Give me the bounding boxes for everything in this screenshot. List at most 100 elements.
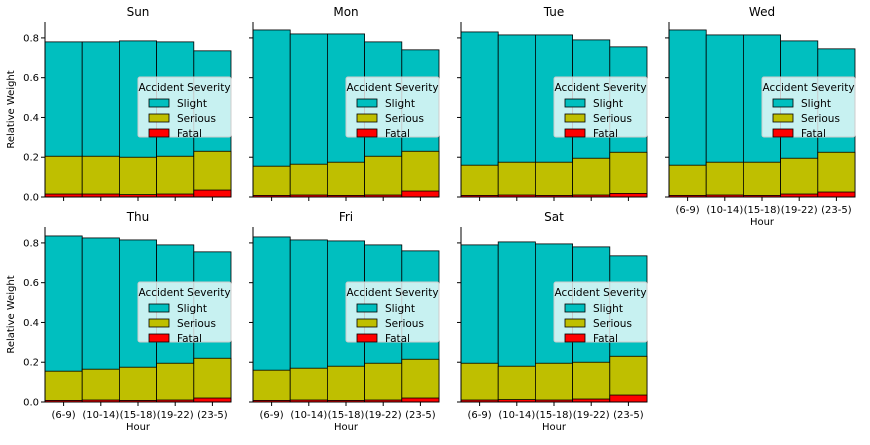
panel-thu-legend-label-fatal: Fatal <box>177 333 202 345</box>
panel-tue-bar-serious-1 <box>497 161 536 198</box>
panel-thu-ylabel: Relative Weight <box>6 275 17 353</box>
panel-thu-ytick-label: 0.4 <box>23 318 39 329</box>
panel-fri-title: Fri <box>339 210 353 224</box>
panel-mon-legend-label-slight: Slight <box>385 98 415 110</box>
panel-mon-bar-serious-1 <box>289 163 328 198</box>
panel-sat-bar-serious-1 <box>497 365 536 403</box>
panel-tue-bar-serious-0 <box>460 164 499 198</box>
panel-wed-xtick-label: (15-18) <box>744 205 781 216</box>
panel-mon-bar-serious-3 <box>364 155 403 198</box>
panel-sat-legend-swatch-fatal <box>564 333 586 343</box>
panel-sun-legend-swatch-fatal <box>148 128 170 138</box>
panel-wed-title: Wed <box>749 5 775 19</box>
panel-sat-legend-label-serious: Serious <box>593 318 632 330</box>
panel-sat-bar-serious-4 <box>609 355 648 403</box>
panel-thu-xtick-label: (19-22) <box>157 410 194 421</box>
panel-thu-bar-serious-2 <box>119 366 158 403</box>
panel-thu-legend-title: Accident Severity <box>138 287 230 299</box>
panel-tue-bar-serious-2 <box>535 161 574 198</box>
panel-sat-legend-swatch-slight <box>564 303 586 313</box>
panel-tue-bar-fatal-4 <box>609 193 648 198</box>
panel-wed-legend-swatch-slight <box>772 98 794 108</box>
panel-tue-title: Tue <box>543 5 565 19</box>
panel-fri-bar-fatal-4 <box>401 397 440 403</box>
panel-fri-xtick-label: (23-5) <box>405 410 436 421</box>
panel-fri-bar-serious-1 <box>289 367 328 403</box>
panel-wed-bar-fatal-4 <box>817 191 856 198</box>
panel-fri-xtick-label: (10-14) <box>290 410 327 421</box>
panel-sat-xtick-label: (23-5) <box>613 410 644 421</box>
panel-sun-legend-label-serious: Serious <box>177 113 216 125</box>
panel-sun-bar-serious-2 <box>119 156 158 198</box>
panel-thu-bar-serious-4 <box>193 357 232 403</box>
panel-sun-bar-serious-0 <box>44 155 83 198</box>
panel-tue-legend-swatch-slight <box>564 98 586 108</box>
panel-wed-bar-serious-0 <box>668 164 707 198</box>
panel-thu-xlabel: Hour <box>126 422 151 433</box>
panel-fri-bar-serious-4 <box>401 358 440 403</box>
panel-mon-legend-label-fatal: Fatal <box>385 128 410 140</box>
panel-wed-bar-serious-1 <box>705 161 744 198</box>
panel-thu-xtick-label: (10-14) <box>82 410 119 421</box>
panel-wed-bar-serious-3 <box>780 157 819 198</box>
panel-wed-bar-serious-2 <box>743 161 782 198</box>
panel-wed-xlabel: Hour <box>750 217 775 228</box>
panel-thu-xtick-label: (23-5) <box>197 410 228 421</box>
panel-fri-xtick-label: (15-18) <box>328 410 365 421</box>
panel-mon-legend-swatch-slight <box>356 98 378 108</box>
panel-wed-legend-title: Accident Severity <box>762 82 854 94</box>
panel-wed-bar-serious-4 <box>817 151 856 198</box>
panel-wed-legend-swatch-fatal <box>772 128 794 138</box>
panel-sun-legend-title: Accident Severity <box>138 82 230 94</box>
panel-wed-legend-label-serious: Serious <box>801 113 840 125</box>
panel-tue-legend-title: Accident Severity <box>554 82 646 94</box>
panel-fri-legend-title: Accident Severity <box>346 287 438 299</box>
panel-sun-ytick-label: 0.8 <box>23 33 39 44</box>
panel-sun-ytick-label: 0.2 <box>23 153 39 164</box>
panel-thu-ytick-label: 0.8 <box>23 238 39 249</box>
panel-mon-legend-swatch-serious <box>356 113 378 123</box>
panel-mon-bar-fatal-4 <box>401 190 440 198</box>
panel-sat-xtick-label: (6-9) <box>468 410 492 421</box>
panel-thu-legend-swatch-fatal <box>148 333 170 343</box>
panel-sat-title: Sat <box>544 210 564 224</box>
panel-fri-bar-serious-3 <box>364 362 403 403</box>
panel-thu-title: Thu <box>126 210 150 224</box>
panel-wed-xtick-label: (10-14) <box>706 205 743 216</box>
panel-thu-bar-serious-0 <box>44 370 83 403</box>
panel-fri-xtick-label: (6-9) <box>260 410 284 421</box>
panel-fri-legend-swatch-fatal <box>356 333 378 343</box>
panel-thu-legend-swatch-serious <box>148 318 170 328</box>
panel-mon-title: Mon <box>333 5 358 19</box>
panel-thu-bar-serious-1 <box>81 368 120 403</box>
panel-sun-legend-label-slight: Slight <box>177 98 207 110</box>
panel-thu-legend-label-serious: Serious <box>177 318 216 330</box>
panel-sat-xtick-label: (19-22) <box>573 410 610 421</box>
panel-tue-bar-serious-3 <box>572 157 611 198</box>
panel-fri-bar-serious-2 <box>326 365 365 403</box>
panel-sun-legend-swatch-slight <box>148 98 170 108</box>
panel-thu-xtick-label: (15-18) <box>120 410 157 421</box>
panel-sun-bar-serious-1 <box>81 155 120 198</box>
panel-fri-xlabel: Hour <box>334 422 359 433</box>
panel-fri-xtick-label: (19-22) <box>365 410 402 421</box>
panel-tue-bar-serious-4 <box>609 151 648 198</box>
panel-sat-xtick-label: (10-14) <box>498 410 535 421</box>
panel-tue-legend-label-fatal: Fatal <box>593 128 618 140</box>
panel-thu-bar-serious-3 <box>156 362 195 403</box>
panel-sun-ytick-label: 0.4 <box>23 113 39 124</box>
panel-fri-bar-serious-0 <box>252 369 291 403</box>
panel-wed-xtick-label: (6-9) <box>676 205 700 216</box>
panel-sun-ytick-label: 0.0 <box>23 193 39 204</box>
panel-thu-ytick-label: 0.2 <box>23 358 39 369</box>
panel-thu-ytick-label: 0.6 <box>23 278 39 289</box>
panel-mon-bar-serious-4 <box>401 150 440 198</box>
panel-thu-xtick-label: (6-9) <box>52 410 76 421</box>
panel-tue-legend-swatch-fatal <box>564 128 586 138</box>
panel-mon-legend-swatch-fatal <box>356 128 378 138</box>
panel-sun-ylabel: Relative Weight <box>6 70 17 148</box>
panel-sat-legend-swatch-serious <box>564 318 586 328</box>
panel-thu-ytick-label: 0.0 <box>23 398 39 409</box>
